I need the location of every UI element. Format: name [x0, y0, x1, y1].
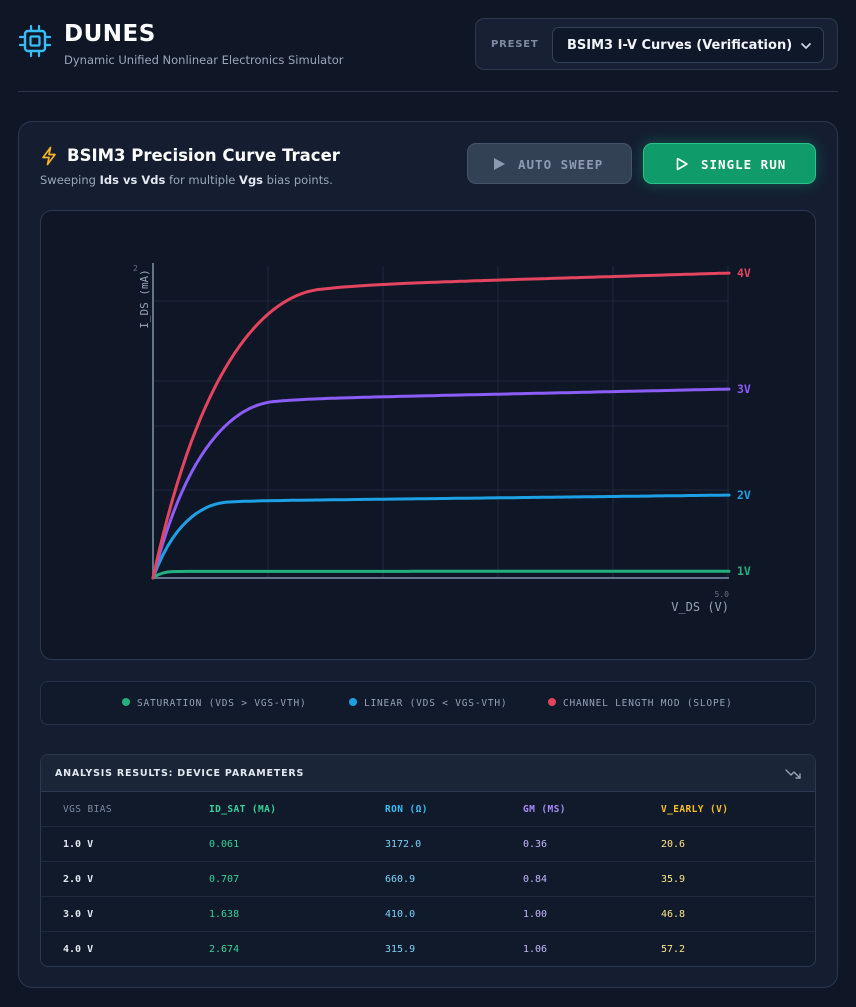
header-cell: RON (Ω) [385, 804, 428, 815]
table-cell: 1.638 [209, 909, 240, 920]
iv-curve-4V [151, 271, 731, 580]
header-cell: ID_SAT (MA) [209, 804, 277, 815]
y-tick-label: 2 [133, 264, 138, 273]
iv-curve-2V [151, 493, 731, 580]
table-header-row: VGS BIAS ID_SAT (MA) RON (Ω) GM (MS) V_E… [41, 792, 815, 827]
table-cell: 0.061 [209, 839, 240, 850]
preset-select[interactable]: BSIM3 I-V Curves (Verification) [552, 27, 824, 63]
table-cell: 0.707 [209, 874, 240, 885]
iv-curve-1V [151, 569, 731, 580]
single-run-label: SINGLE RUN [701, 157, 787, 172]
legend-dot [349, 698, 357, 706]
table-cell: 0.36 [523, 839, 548, 850]
table-row: 4.0 V 2.674 315.9 1.06 57.2 [41, 932, 815, 966]
table-cell: 3172.0 [385, 839, 422, 850]
legend-dot [122, 698, 130, 706]
table-cell: 0.84 [523, 874, 548, 885]
curve-label-4V: 4V [737, 266, 751, 280]
x-axis-label: V_DS (V) [671, 600, 729, 614]
legend-item-saturation: SATURATION (VDS > VGS-VTH) [122, 698, 307, 709]
table-cell: 3.0 V [63, 909, 94, 920]
results-header: ANALYSIS RESULTS: DEVICE PARAMETERS [41, 755, 815, 792]
header-cell: VGS BIAS [63, 804, 112, 815]
header-cell: GM (MS) [523, 804, 566, 815]
auto-sweep-button[interactable]: AUTO SWEEP [467, 143, 632, 184]
panel-title: BSIM3 Precision Curve Tracer [67, 146, 340, 165]
play-outline-icon [676, 157, 688, 171]
table-cell: 315.9 [385, 944, 416, 955]
legend-item-linear: LINEAR (VDS < VGS-VTH) [349, 698, 507, 709]
table-cell: 2.674 [209, 944, 240, 955]
table-row: 1.0 V 0.061 3172.0 0.36 20.6 [41, 827, 815, 862]
preset-panel: PRESET BSIM3 I-V Curves (Verification) [475, 18, 838, 70]
results-title: ANALYSIS RESULTS: DEVICE PARAMETERS [55, 768, 305, 779]
cpu-chip-icon [18, 24, 52, 58]
trending-down-icon[interactable] [785, 767, 801, 781]
table-cell: 46.8 [661, 909, 686, 920]
table-cell: 1.06 [523, 944, 548, 955]
curve-label-1V: 1V [737, 564, 751, 578]
curve-label-2V: 2V [737, 488, 751, 502]
table-cell: 20.6 [661, 839, 686, 850]
y-axis-label: I_DS (mA) [138, 269, 151, 329]
table-row: 2.0 V 0.707 660.9 0.84 35.9 [41, 862, 815, 897]
table-row: 3.0 V 1.638 410.0 1.00 46.8 [41, 897, 815, 932]
table-cell: 4.0 V [63, 944, 94, 955]
header: DUNES Dynamic Unified Nonlinear Electron… [18, 18, 838, 90]
legend-item-clm: CHANNEL LENGTH MOD (SLOPE) [548, 698, 733, 709]
table-cell: 1.00 [523, 909, 548, 920]
app-subtitle: Dynamic Unified Nonlinear Electronics Si… [64, 53, 344, 67]
preset-selected-value: BSIM3 I-V Curves (Verification) [567, 38, 793, 53]
iv-chart-canvas: 2 5.0 I_DS (mA) V_DS (V) 1V 2V 3V 4V [133, 263, 751, 614]
auto-sweep-label: AUTO SWEEP [518, 157, 604, 172]
panel-description: Sweeping Ids vs Vds for multiple Vgs bia… [40, 173, 333, 187]
chart-legend: SATURATION (VDS > VGS-VTH) LINEAR (VDS <… [40, 681, 816, 725]
table-cell: 660.9 [385, 874, 416, 885]
legend-dot [548, 698, 556, 706]
single-run-button[interactable]: SINGLE RUN [643, 143, 816, 184]
table-cell: 35.9 [661, 874, 686, 885]
play-icon [494, 158, 505, 170]
chevron-down-icon [801, 43, 811, 49]
header-cell: V_EARLY (V) [661, 804, 729, 815]
table-cell: 57.2 [661, 944, 686, 955]
table-cell: 410.0 [385, 909, 416, 920]
iv-chart: 2 5.0 I_DS (mA) V_DS (V) 1V 2V 3V 4V [40, 210, 816, 660]
iv-curve-3V [151, 387, 731, 580]
results-table: ANALYSIS RESULTS: DEVICE PARAMETERS VGS … [40, 754, 816, 967]
table-cell: 1.0 V [63, 839, 94, 850]
table-cell: 2.0 V [63, 874, 94, 885]
app-title: DUNES [64, 21, 156, 47]
x-tick-label: 5.0 [715, 590, 730, 599]
header-divider [18, 91, 838, 92]
lightning-bolt-icon [42, 146, 56, 166]
curve-label-3V: 3V [737, 382, 751, 396]
preset-label: PRESET [491, 39, 539, 50]
curve-tracer-panel: BSIM3 Precision Curve Tracer Sweeping Id… [18, 121, 838, 988]
